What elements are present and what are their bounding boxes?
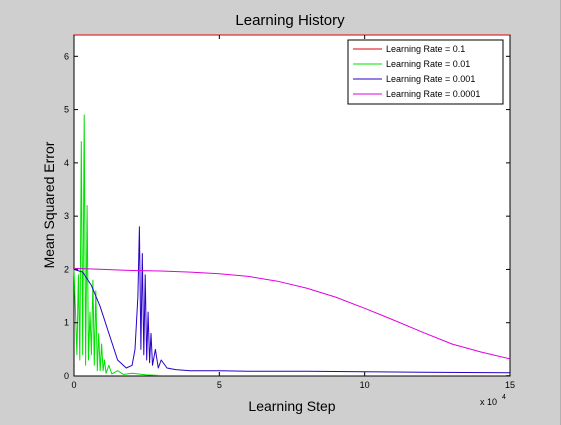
- legend-label-4: Learning Rate = 0.0001: [386, 89, 480, 99]
- legend-label-3: Learning Rate = 0.001: [386, 74, 475, 84]
- legend-box: [347, 39, 504, 105]
- y-tick-label: 2: [64, 264, 69, 274]
- x-tick-label: 10: [360, 380, 370, 390]
- series-line-4: [73, 267, 511, 360]
- chart-title: Learning History: [235, 12, 345, 29]
- y-tick-label: 5: [64, 105, 69, 115]
- x-axis-exponent-label: x 10: [480, 397, 497, 407]
- x-tick-label: 0: [71, 380, 76, 390]
- series-line-2: [73, 114, 510, 376]
- y-tick-label: 4: [64, 158, 69, 168]
- y-tick-label: 0: [64, 371, 69, 381]
- y-tick-label: 1: [64, 318, 69, 328]
- legend-label-1: Learning Rate = 0.1: [386, 44, 465, 54]
- y-tick-label: 3: [64, 211, 69, 221]
- legend: Learning Rate = 0.1 Learning Rate = 0.01 L…: [347, 39, 504, 105]
- x-tick-label: 5: [217, 380, 222, 390]
- legend-label-2: Learning Rate = 0.01: [386, 59, 470, 69]
- y-axis-label: Mean Squared Error: [41, 141, 57, 268]
- series-layer: [73, 34, 511, 376]
- ticks-layer: 0 5 10 15 0 1 2 3 4 5 6: [64, 35, 515, 390]
- x-axis-exponent-power: 4: [502, 394, 506, 401]
- x-tick-label: 15: [505, 380, 515, 390]
- series-line-3: [73, 226, 511, 374]
- x-axis-label: Learning Step: [248, 398, 335, 414]
- y-tick-label: 6: [64, 51, 69, 61]
